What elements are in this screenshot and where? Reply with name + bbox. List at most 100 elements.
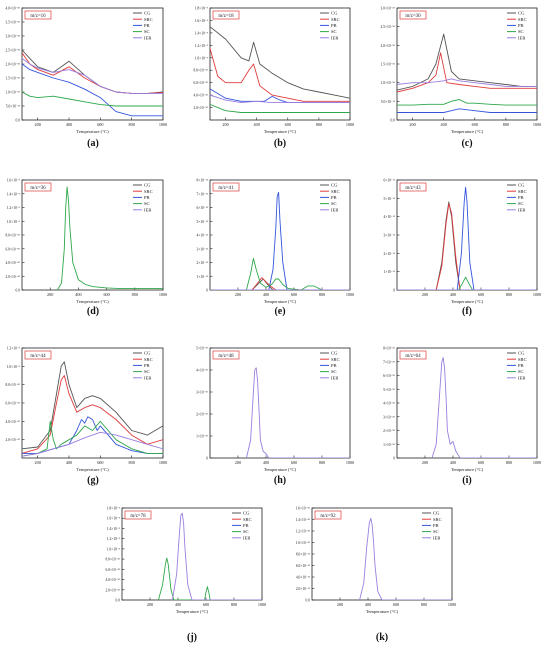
y-tick-label: 2×10⁻¹⁰ <box>383 429 395 433</box>
x-axis-title: Temperature (°C) <box>366 609 399 614</box>
panel-label: (k) <box>376 632 388 643</box>
legend-label-sc: SC <box>331 29 337 34</box>
mz-label: m/z=16 <box>30 14 46 19</box>
y-tick-label: 1.6×10⁻¹⁰ <box>295 507 310 511</box>
x-tick-label: 1000 <box>448 602 456 607</box>
x-tick-label: 800 <box>132 292 138 297</box>
x-tick-label: 1000 <box>533 460 541 465</box>
y-tick-label: 0 <box>393 457 395 461</box>
chart-panel-5: 0 1×10⁻¹¹ 2×10⁻¹¹ 3×10⁻¹¹ 4×10⁻¹¹ 5×10⁻¹¹ 6×10… <box>197 179 355 318</box>
mz-label: m/z=36 <box>30 186 46 191</box>
y-tick-label: 8.0×10⁻¹¹ <box>296 553 310 557</box>
y-tick-label: 2.0×10⁻¹⁰ <box>5 438 20 442</box>
legend-label-src: SRC <box>331 357 340 362</box>
legend-label-cg: CG <box>518 351 525 356</box>
y-tick-label: 1.4×10⁻⁹ <box>107 527 121 531</box>
legend-label-sc: SC <box>518 369 524 374</box>
y-tick-label: 5.0×10⁻¹¹ <box>381 100 395 104</box>
legend-label-src: SRC <box>518 17 527 22</box>
y-tick-label: 5×10⁻¹¹ <box>197 220 208 224</box>
y-tick-label: 2×10⁻¹¹ <box>384 252 395 256</box>
series-line-cg <box>22 361 163 450</box>
x-axis-title: Temperature (°C) <box>264 467 297 472</box>
y-tick-label: 4×10⁻¹¹ <box>384 215 395 219</box>
y-tick-label: 2×10⁻¹⁰ <box>196 413 208 417</box>
legend-label-cg: CG <box>433 511 440 516</box>
x-tick-label: 200 <box>337 602 343 607</box>
series-line-pb <box>397 108 537 113</box>
series-line-src <box>22 375 163 454</box>
legend-label-sc: SC <box>331 369 337 374</box>
plot-frame <box>396 347 538 459</box>
plot-frame <box>121 507 263 601</box>
y-tick-label: 1.2×10⁻⁹ <box>7 347 21 351</box>
y-tick-label: 1×10⁻¹⁰ <box>383 443 395 447</box>
x-tick-label: 1000 <box>346 292 354 297</box>
mz-label: m/z=30 <box>405 14 421 19</box>
y-tick-label: 2.0×10⁻¹⁰ <box>105 588 120 592</box>
legend-label-src: SRC <box>243 517 252 522</box>
legend-label-pb: PB <box>331 195 337 200</box>
panel-label: (e) <box>274 306 285 317</box>
mz-label-box <box>212 350 240 360</box>
x-tick-label: 800 <box>503 122 509 127</box>
y-tick-label: 2.0×10⁻¹¹ <box>296 587 310 591</box>
chart-panel-2: 2.0×10⁻¹⁰ 4.0×10⁻¹⁰ 6.0×10⁻¹⁰ 8.0×10⁻¹⁰ 1.0×… <box>193 7 354 150</box>
legend-label-ier: IER <box>243 535 251 540</box>
x-axis-title: Temperature (°C) <box>76 299 109 304</box>
plot-frame <box>396 179 538 291</box>
legend-label-sc: SC <box>433 529 439 534</box>
series-line-cg <box>210 26 350 99</box>
x-tick-label: 600 <box>285 122 291 127</box>
series-line-src <box>210 48 350 102</box>
y-tick-label: 4.0×10⁻¹⁰ <box>5 7 20 11</box>
legend-label-cg: CG <box>243 511 250 516</box>
series-line-sc <box>22 91 163 107</box>
series-line-sc <box>56 186 163 290</box>
mz-label-box <box>24 350 52 360</box>
x-tick-label: 1000 <box>533 122 541 127</box>
y-tick-label: 0 <box>206 457 208 461</box>
x-tick-label: 600 <box>478 292 484 297</box>
x-tick-label: 400 <box>175 602 181 607</box>
x-tick-label: 1000 <box>159 460 167 465</box>
x-tick-label: 200 <box>422 292 428 297</box>
y-tick-label: 1.2×10⁻⁹ <box>107 537 121 541</box>
panel-label: (i) <box>462 475 471 486</box>
y-tick-label: 3.0×10⁻¹⁰ <box>5 35 20 39</box>
series-line-ier <box>210 94 350 104</box>
y-tick-label: 3×10⁻¹⁰ <box>383 415 395 419</box>
y-tick-label: 2.0×10⁻¹⁰ <box>5 63 20 67</box>
x-tick-label: 800 <box>506 460 512 465</box>
y-tick-label: 6×10⁻¹¹ <box>197 206 208 210</box>
series-line-src <box>397 52 537 93</box>
series-line-sc <box>22 420 163 457</box>
series-line-sc <box>458 276 537 290</box>
legend-label-src: SRC <box>518 189 527 194</box>
legend-label-pb: PB <box>518 23 524 28</box>
y-tick-label: 0 <box>206 289 208 293</box>
y-tick-label: 4.0×10⁻¹⁰ <box>193 94 208 98</box>
series-line-sc <box>210 103 350 113</box>
panel-label: (j) <box>187 632 197 643</box>
chart-panel-7: 2.0×10⁻¹⁰ 4.0×10⁻¹⁰ 6.0×10⁻¹⁰ 8.0×10⁻¹⁰ 1.0×… <box>5 347 167 487</box>
x-tick-label: 400 <box>441 122 447 127</box>
y-tick-label: 7×10⁻¹¹ <box>197 192 208 196</box>
legend-label-ier: IER <box>144 35 152 40</box>
series-line-ier <box>397 78 537 87</box>
y-tick-label: 6.0×10⁻¹¹ <box>296 564 310 568</box>
chart-panel-9: 0 1×10⁻¹⁰ 2×10⁻¹⁰ 3×10⁻¹⁰ 4×10⁻¹⁰ 5×10⁻¹⁰ 6×10… <box>383 347 541 487</box>
y-tick-label: 1.0×10⁻¹⁰ <box>5 91 20 95</box>
y-tick-label: 1.6×10⁻⁹ <box>7 179 21 183</box>
y-tick-label: 1.5×10⁻¹⁰ <box>5 77 20 81</box>
y-tick-label: 1.2×10⁻¹⁰ <box>295 530 310 534</box>
x-tick-label: 400 <box>450 460 456 465</box>
panel-label: (a) <box>87 138 99 149</box>
legend-label-cg: CG <box>518 11 525 16</box>
legend-label-pb: PB <box>144 195 150 200</box>
y-tick-label: 4.0×10⁻¹⁰ <box>5 261 20 265</box>
